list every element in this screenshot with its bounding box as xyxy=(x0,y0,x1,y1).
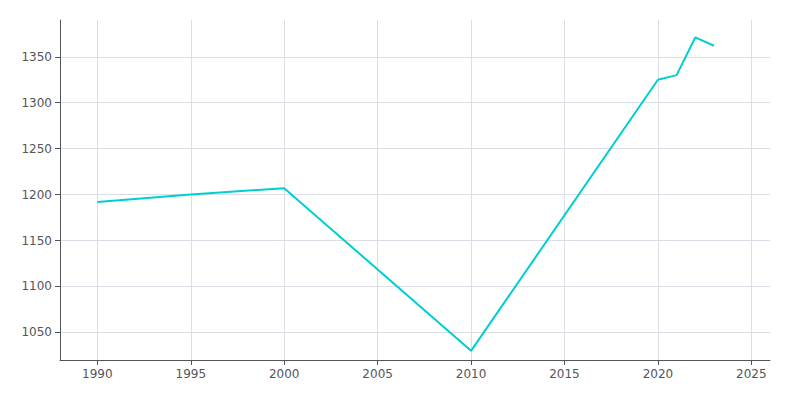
svg-text:1200: 1200 xyxy=(21,188,52,202)
svg-text:2005: 2005 xyxy=(362,367,393,381)
svg-text:2025: 2025 xyxy=(736,367,767,381)
svg-text:2000: 2000 xyxy=(269,367,300,381)
svg-text:2010: 2010 xyxy=(456,367,487,381)
svg-text:1350: 1350 xyxy=(21,50,52,64)
svg-text:1050: 1050 xyxy=(21,325,52,339)
svg-text:1100: 1100 xyxy=(21,279,52,293)
svg-text:1990: 1990 xyxy=(82,367,113,381)
svg-text:1300: 1300 xyxy=(21,96,52,110)
svg-text:2015: 2015 xyxy=(549,367,580,381)
svg-text:1995: 1995 xyxy=(176,367,207,381)
svg-text:1250: 1250 xyxy=(21,142,52,156)
svg-text:2020: 2020 xyxy=(643,367,674,381)
svg-text:1150: 1150 xyxy=(21,234,52,248)
